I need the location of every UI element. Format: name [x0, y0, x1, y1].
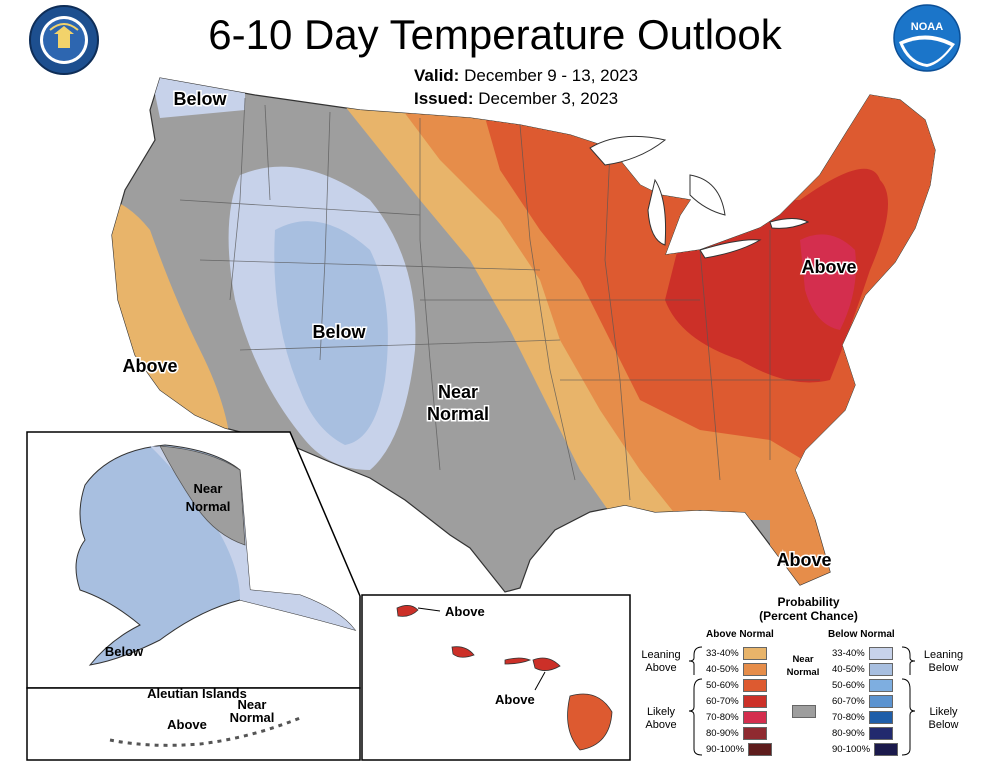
legend-likely-above: Likely Above	[645, 706, 677, 731]
aleutian-near-line1: Near	[238, 697, 267, 712]
label-above-northeast: Above	[801, 257, 856, 277]
issued-date: Issued: December 3, 2023	[414, 89, 618, 109]
lake-superior	[589, 135, 667, 166]
hawaii-leader-bottom	[534, 671, 546, 691]
label-near-normal-line2: Normal	[427, 404, 489, 424]
island-hawaii	[567, 693, 613, 751]
swatch-near-normal	[792, 705, 816, 718]
label-near-normal-line1: Near	[438, 382, 478, 402]
legend-below-column: 33-40% 40-50% 50-60% 60-70% 70-80% 80-90…	[832, 645, 899, 757]
swatch-above-50-60	[742, 678, 767, 692]
legend-above-row: 60-70%	[706, 693, 772, 709]
aleutian-above-label: Above	[167, 717, 207, 732]
island-maui	[532, 657, 561, 671]
legend-title-line2: (Percent Chance)	[759, 609, 858, 623]
lake-michigan	[647, 178, 667, 246]
swatch-above-90-100	[748, 742, 773, 756]
legend-above-row: 80-90%	[706, 725, 772, 741]
swatch-below-33-40	[868, 646, 893, 660]
hawaii-above-top: Above	[445, 604, 485, 619]
above-70-80-area	[800, 234, 856, 330]
lake-erie	[699, 239, 762, 259]
aleutian-title: Aleutian Islands	[147, 686, 247, 701]
legend-above-row: 70-80%	[706, 709, 772, 725]
legend-below-row: 90-100%	[832, 741, 899, 757]
legend-below-normal-heading: Below Normal	[828, 629, 895, 640]
legend-above-row: 33-40%	[706, 645, 772, 661]
legend-below-row: 60-70%	[832, 693, 898, 709]
page-title: 6-10 Day Temperature Outlook	[208, 11, 782, 58]
issued-label: Issued:	[414, 89, 474, 108]
swatch-above-70-80	[742, 710, 767, 724]
label-below-northwest: Below	[173, 89, 227, 109]
swatch-below-90-100	[874, 742, 899, 756]
legend-near-normal-label: Near Normal	[786, 654, 820, 678]
alaska-near-line2: Normal	[186, 499, 231, 514]
swatch-above-33-40	[742, 646, 767, 660]
legend-title-line1: Probability	[777, 595, 840, 609]
island-kauai	[396, 605, 419, 617]
below-40-50-area	[274, 221, 388, 445]
lake-ontario	[769, 218, 810, 229]
swatch-below-60-70	[868, 694, 893, 708]
aleutian-inset-frame	[26, 687, 361, 761]
label-above-california: Above	[122, 356, 177, 376]
legend-leaning-below: Leaning Below	[923, 649, 964, 674]
legend-likely-below: Likely Below	[928, 706, 959, 731]
lake-huron	[689, 174, 726, 216]
issued-value: December 3, 2023	[478, 89, 619, 108]
legend-below-row: 40-50%	[832, 661, 898, 677]
state-boundaries	[179, 97, 820, 501]
hawaii-leader-top	[417, 607, 441, 612]
legend-above-column: 33-40% 40-50% 50-60% 60-70% 70-80% 80-90…	[706, 645, 773, 757]
alaska-near-normal	[159, 445, 246, 546]
legend-leaning-above: Leaning Above	[641, 649, 681, 674]
aleutian-near-line2: Normal	[230, 710, 275, 725]
label-below-rockies: Below	[312, 322, 366, 342]
legend-below-row: 50-60%	[832, 677, 898, 693]
valid-label: Valid:	[414, 66, 460, 85]
legend-brace-above	[688, 646, 703, 756]
svg-text:NOAA: NOAA	[911, 21, 943, 33]
swatch-below-50-60	[868, 678, 893, 692]
swatch-below-80-90	[868, 726, 893, 740]
swatch-below-70-80	[868, 710, 893, 724]
legend: Probability (Percent Chance) Above Norma…	[636, 595, 981, 765]
valid-value: December 9 - 13, 2023	[464, 66, 638, 85]
legend-brace-below	[901, 646, 916, 756]
department-of-commerce-seal-icon	[29, 5, 99, 75]
swatch-below-40-50	[868, 662, 893, 676]
legend-above-row: 50-60%	[706, 677, 772, 693]
label-above-florida: Above	[776, 550, 831, 570]
swatch-above-40-50	[742, 662, 767, 676]
valid-dates: Valid: December 9 - 13, 2023	[414, 66, 638, 86]
legend-below-row: 33-40%	[832, 645, 898, 661]
alaska-below-label: Below	[105, 644, 144, 659]
swatch-above-60-70	[742, 694, 767, 708]
legend-above-row: 40-50%	[706, 661, 772, 677]
island-oahu	[451, 646, 475, 658]
legend-above-row: 90-100%	[706, 741, 773, 757]
legend-below-row: 80-90%	[832, 725, 898, 741]
legend-below-row: 70-80%	[832, 709, 898, 725]
alaska-near-line1: Near	[194, 481, 223, 496]
island-molokai	[504, 657, 532, 665]
great-lakes	[589, 135, 810, 259]
swatch-above-80-90	[742, 726, 767, 740]
noaa-logo-icon: NOAA	[893, 4, 961, 72]
hawaii-above-bottom: Above	[495, 692, 535, 707]
legend-above-normal-heading: Above Normal	[706, 629, 774, 640]
aleutian-islands-chain	[109, 716, 301, 747]
